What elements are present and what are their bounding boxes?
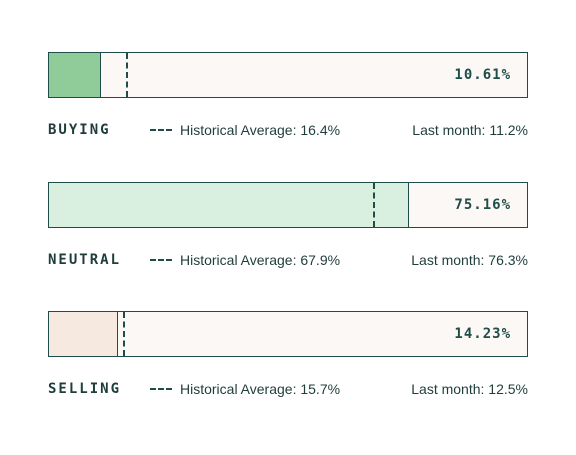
buying-fill <box>49 53 101 97</box>
selling-historical-legend: Historical Average: 15.7% <box>150 381 340 397</box>
neutral-historical-legend: Historical Average: 67.9% <box>150 252 340 268</box>
neutral-bar: 75.16% <box>48 182 528 228</box>
neutral-label: NEUTRAL <box>48 252 122 268</box>
selling-historical-text: Historical Average: 15.7% <box>180 381 341 397</box>
dashed-line-icon <box>150 259 172 261</box>
neutral-historical-average-marker <box>372 183 375 227</box>
buying-historical-text: Historical Average: 16.4% <box>180 122 341 138</box>
neutral-fill <box>49 183 410 227</box>
selling-value-label: 14.23% <box>454 326 511 342</box>
selling-bar: 14.23% <box>48 311 528 357</box>
dashed-line-icon <box>150 129 172 131</box>
buying-last-month: Last month: 11.2% <box>412 122 528 138</box>
selling-fill <box>49 312 119 356</box>
selling-historical-average-marker <box>123 312 126 356</box>
selling-label: SELLING <box>48 381 122 397</box>
neutral-historical-text: Historical Average: 67.9% <box>180 252 341 268</box>
buying-historical-average-marker <box>126 53 129 97</box>
selling-last-month: Last month: 12.5% <box>411 381 528 397</box>
buying-value-label: 10.61% <box>454 67 511 83</box>
dashed-line-icon <box>150 388 172 390</box>
neutral-last-month: Last month: 76.3% <box>411 252 528 268</box>
neutral-value-label: 75.16% <box>454 197 511 213</box>
buying-historical-legend: Historical Average: 16.4% <box>150 122 340 138</box>
buying-bar: 10.61% <box>48 52 528 98</box>
buying-label: BUYING <box>48 122 111 138</box>
